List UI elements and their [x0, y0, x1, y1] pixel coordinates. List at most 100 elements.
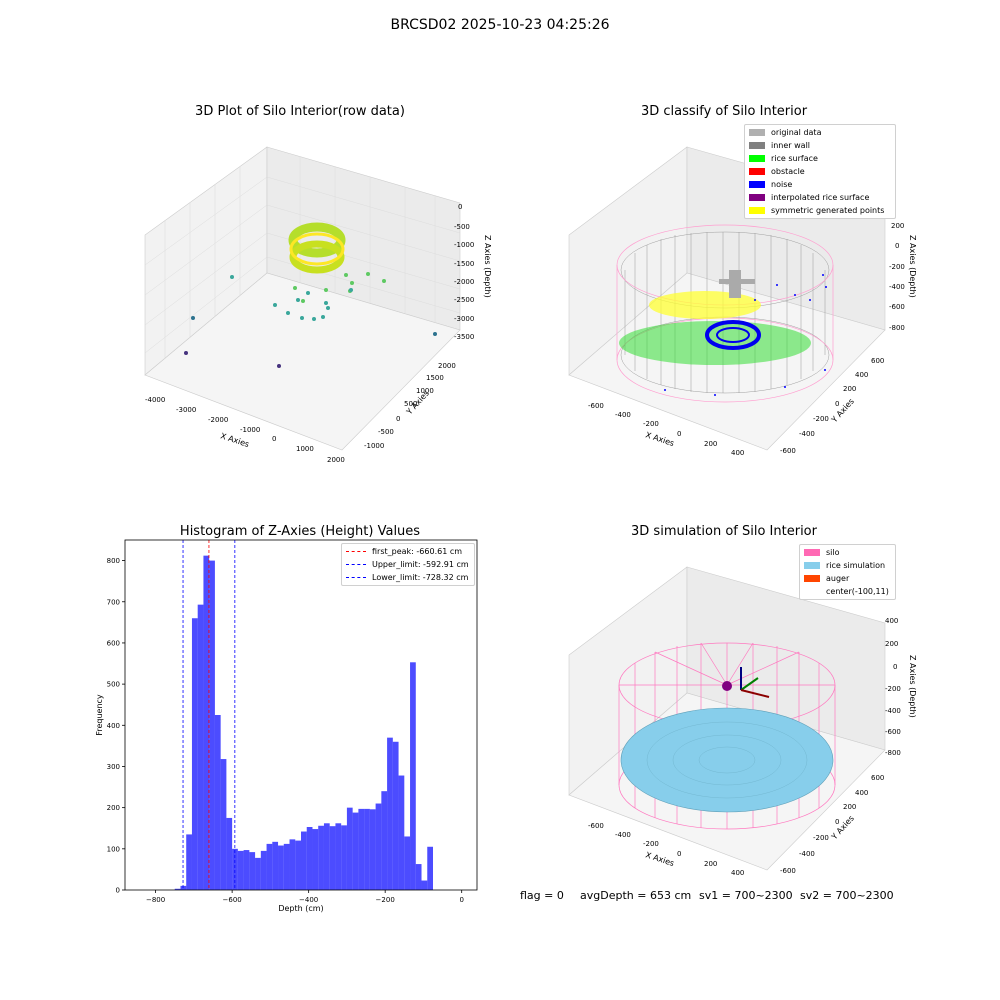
histogram-chart: −800 −600 −400 −200 0 0 100 200 300 400 500 600 700… [95, 539, 478, 913]
sim-xtick: -400 [615, 831, 631, 839]
raw-ztick: -3500 [454, 333, 474, 341]
histogram-bar [272, 841, 279, 890]
legend-swatch [804, 575, 820, 582]
status-sv2: sv2 = 700~2300 [800, 889, 894, 902]
classify-x-label: X Axies [644, 430, 675, 448]
histogram-bar [369, 809, 376, 890]
classify-xtick: 0 [677, 430, 681, 438]
legend-label: symmetric generated points [771, 206, 885, 215]
sim-xtick: 200 [704, 860, 717, 868]
classify-plot-title: 3D classify of Silo Interior [640, 104, 808, 119]
classify-ytick: -200 [813, 415, 829, 423]
raw-ytick: -1000 [364, 442, 384, 450]
raw-z-label: Z Axies (Depth) [483, 235, 492, 298]
figure-title: BRCSD02 2025-10-23 04:25:26 [390, 17, 610, 33]
histogram-bar [404, 836, 411, 890]
classify-ztick: -600 [889, 303, 905, 311]
sim-xtick: 400 [731, 869, 744, 877]
legend-swatch [749, 129, 765, 136]
legend-line [346, 564, 366, 565]
sim-ztick: -200 [885, 685, 901, 693]
raw-xtick: -3000 [176, 406, 196, 414]
raw-ytick: 0 [396, 415, 400, 423]
classify-ztick: 200 [891, 222, 904, 230]
histogram-bar [427, 846, 433, 890]
legend-item: symmetric generated points [745, 204, 895, 217]
legend-swatch [749, 181, 765, 188]
legend-label: silo [826, 548, 840, 557]
legend-item: center(-100,11) [800, 585, 895, 598]
legend-label: auger [826, 574, 850, 583]
sim-ytick: 400 [855, 789, 868, 797]
legend-label: center(-100,11) [826, 587, 889, 596]
simulation-legend: silo rice simulation auger center(-100,1… [799, 544, 896, 600]
histogram-x-tick-label: 0 [459, 896, 463, 904]
sim-ytick: 200 [843, 803, 856, 811]
sim-ytick: 600 [871, 774, 884, 782]
legend-label: Upper_limit: -592.91 cm [372, 560, 469, 569]
legend-swatch [804, 562, 820, 569]
sim-ztick: 400 [885, 617, 898, 625]
sim-ztick: -800 [885, 749, 901, 757]
legend-item: auger [800, 572, 895, 585]
histogram-y-tick-label: 100 [107, 845, 120, 853]
histogram-y-label: Frequency [95, 694, 104, 736]
legend-label: obstacle [771, 167, 805, 176]
raw-ytick: 500 [404, 400, 417, 408]
sim-x-label: X Axies [644, 850, 675, 868]
legend-item: silo [800, 546, 895, 559]
simulation-plot-title: 3D simulation of Silo Interior [631, 524, 817, 539]
histogram-bar [318, 825, 324, 890]
histogram-bar [283, 843, 290, 890]
histogram-title: Histogram of Z-Axies (Height) Values [179, 524, 421, 539]
histogram-y-tick-label: 500 [107, 681, 120, 689]
histogram-bar [214, 715, 221, 890]
legend-item: Upper_limit: -592.91 cm [342, 558, 474, 571]
classify-ytick: -600 [780, 447, 796, 455]
histogram-x-label: Depth (cm) [278, 904, 323, 913]
sim-ztick: -400 [885, 707, 901, 715]
histogram-bar [295, 840, 301, 890]
legend-label: Lower_limit: -728.32 cm [372, 573, 469, 582]
histogram-y-tick-label: 300 [107, 763, 120, 771]
legend-item: first_peak: -660.61 cm [342, 545, 474, 558]
histogram-bar [358, 808, 365, 890]
histogram-bar [249, 852, 256, 890]
histogram-bar [392, 741, 399, 890]
histogram-bar [226, 817, 233, 890]
classify-ztick: -800 [889, 324, 905, 332]
histogram-x-tick-label: −800 [146, 896, 165, 904]
histogram-y-tick-label: 400 [107, 722, 120, 730]
histogram-bar [203, 555, 210, 890]
sim-ztick: -600 [885, 728, 901, 736]
classify-xtick: -600 [588, 402, 604, 410]
raw-xtick: 1000 [296, 445, 314, 453]
classify-ytick: 200 [843, 385, 856, 393]
histogram-bar [415, 864, 422, 890]
simulation-3d-plot: -600 -400 -200 0 200 400 600 400 200 0 -… [568, 566, 917, 877]
raw-xtick: 2000 [327, 456, 345, 464]
histogram-x-tick-label: −400 [299, 896, 318, 904]
histogram-bar [410, 662, 416, 890]
histogram-bar [197, 604, 204, 890]
raw-ztick: -500 [454, 223, 470, 231]
histogram-bar [266, 843, 273, 890]
histogram-bar [289, 839, 296, 890]
classify-ytick: 0 [835, 400, 839, 408]
legend-item: noise [745, 178, 895, 191]
raw-xtick: -2000 [208, 416, 228, 424]
classify-xtick: -200 [643, 420, 659, 428]
legend-label: rice simulation [826, 561, 886, 570]
histogram-bar [341, 825, 347, 890]
sim-xtick: -600 [588, 822, 604, 830]
sim-ytick: -400 [799, 850, 815, 858]
legend-swatch [749, 207, 765, 214]
histogram-bar [237, 850, 244, 890]
sim-ytick: 0 [835, 818, 839, 826]
status-flag: flag = 0 [520, 889, 564, 902]
histogram-bar [306, 827, 313, 890]
histogram-x-tick-label: −200 [376, 896, 395, 904]
histogram-bar [387, 737, 393, 890]
histogram-bar [191, 618, 198, 890]
raw-xtick: 0 [272, 435, 276, 443]
